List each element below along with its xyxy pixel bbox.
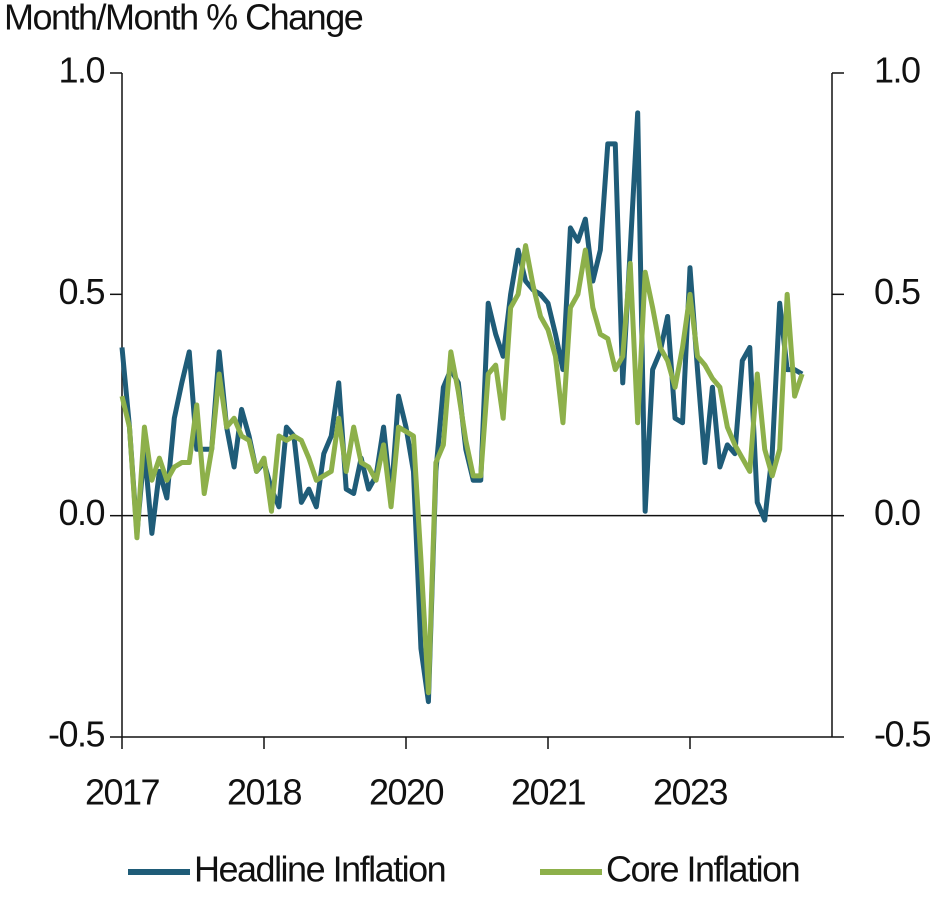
x-tick-label: 2020 (369, 772, 444, 813)
y-tick-label: -0.5 (48, 714, 105, 755)
series-line (119, 243, 805, 696)
y2-tick-label: 0.5 (874, 271, 920, 312)
x-tick-label: 2017 (85, 772, 160, 813)
y-tick-label: 1.0 (58, 50, 104, 91)
x-tick-label: 2018 (227, 772, 302, 813)
chart-title: Month/Month % Change (4, 0, 363, 38)
y2-tick-label: -0.5 (874, 714, 931, 755)
y2-tick-label: 1.0 (874, 50, 920, 91)
legend-label: Headline Inflation (194, 849, 445, 890)
y-tick-label: 0.5 (58, 271, 104, 312)
y-tick-label: 0.0 (58, 492, 104, 533)
y2-tick-label: 0.0 (874, 492, 920, 533)
x-tick-label: 2023 (653, 772, 728, 813)
x-tick-label: 2021 (511, 772, 586, 813)
legend-label: Core Inflation (606, 849, 799, 890)
